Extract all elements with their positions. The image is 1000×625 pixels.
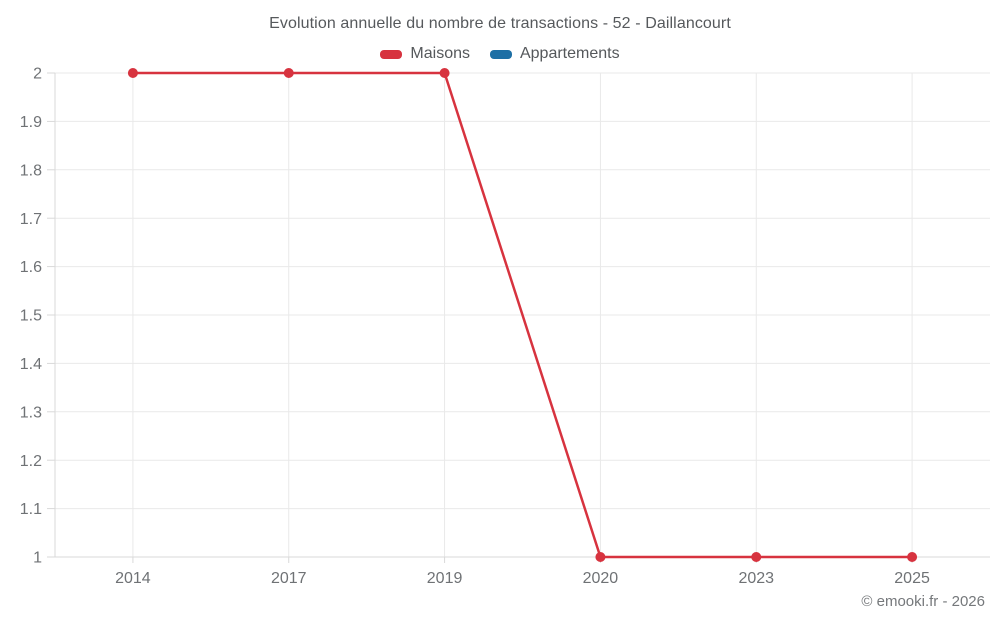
maisons-swatch-icon (380, 49, 403, 59)
svg-text:2023: 2023 (738, 570, 774, 587)
svg-text:2019: 2019 (427, 570, 463, 587)
svg-text:1.2: 1.2 (20, 453, 42, 470)
series (127, 68, 918, 562)
chart-title: Evolution annuelle du nombre de transact… (269, 15, 731, 32)
svg-text:2025: 2025 (894, 570, 930, 587)
legend-label-maisons: Maisons (410, 45, 470, 62)
series-maisons (127, 68, 918, 562)
svg-text:1.4: 1.4 (20, 356, 42, 373)
appartements-swatch-icon (489, 49, 512, 59)
svg-text:1.6: 1.6 (20, 259, 42, 276)
svg-text:2017: 2017 (271, 570, 307, 587)
svg-text:1.8: 1.8 (20, 162, 42, 179)
legend: Maisons Appartements (0, 45, 1000, 63)
copyright-text: © emooki.fr - 2026 (861, 593, 985, 610)
axis-labels: 2 1.9 1.8 1.7 1.6 1.5 1.4 1.3 1.2 1.1 1 2014 2017 201… (20, 66, 930, 587)
svg-text:1: 1 (33, 550, 42, 567)
svg-text:1.1: 1.1 (20, 501, 42, 518)
svg-text:1.7: 1.7 (20, 211, 42, 228)
legend-item-appartements[interactable]: Appartements (489, 45, 620, 63)
svg-text:1.9: 1.9 (20, 114, 42, 131)
legend-label-appartements: Appartements (519, 45, 620, 62)
svg-text:2020: 2020 (583, 570, 619, 587)
svg-text:2: 2 (33, 66, 42, 83)
svg-text:2014: 2014 (115, 570, 151, 587)
legend-item-maisons[interactable]: Maisons (380, 45, 470, 63)
axes (47, 72, 990, 563)
svg-text:1.3: 1.3 (20, 404, 42, 421)
svg-text:1.5: 1.5 (20, 308, 42, 325)
